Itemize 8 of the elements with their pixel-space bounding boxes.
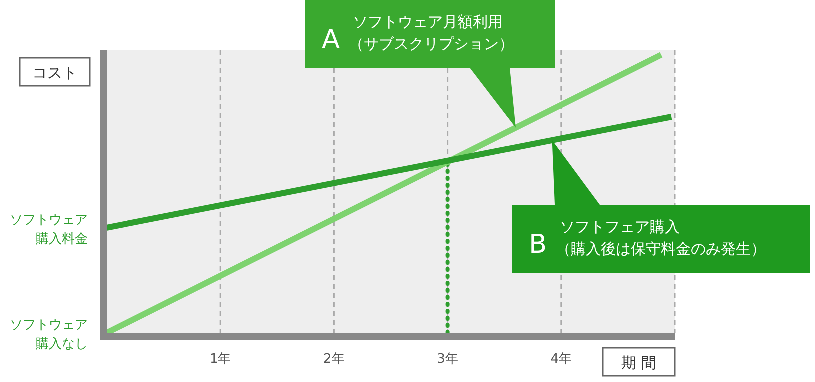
y-axis-title: コスト [32, 64, 78, 82]
annotation: ソフトウェア購入なし [10, 318, 88, 352]
x-tick-label: 3年 [437, 352, 458, 367]
x-tick-label: 2年 [324, 352, 345, 367]
annotation: ソフトウェア購入料金 [10, 212, 88, 247]
x-axis-title: 期 間 [622, 354, 656, 372]
x-tick-label: 4年 [550, 352, 572, 367]
x-tick-label: 1年 [210, 352, 232, 367]
